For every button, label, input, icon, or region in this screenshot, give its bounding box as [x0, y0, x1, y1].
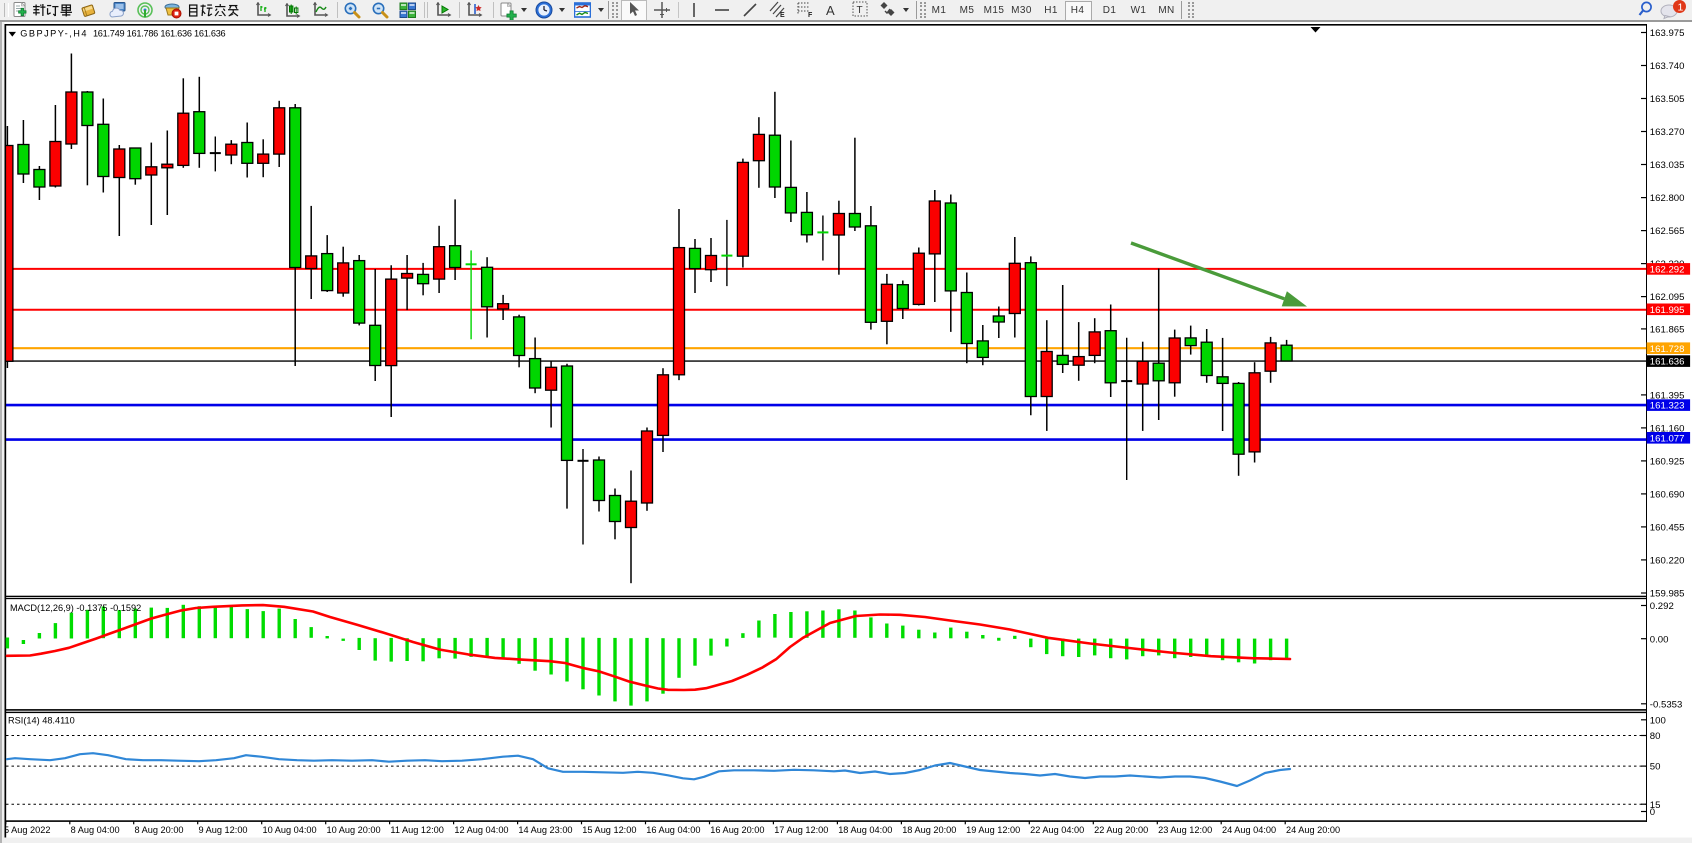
svg-text:22 Aug 20:00: 22 Aug 20:00	[1094, 825, 1148, 835]
svg-text:8 Aug 04:00: 8 Aug 04:00	[71, 825, 120, 835]
svg-text:160.690: 160.690	[1650, 490, 1685, 501]
svg-text:18 Aug 04:00: 18 Aug 04:00	[838, 825, 892, 835]
svg-text:23 Aug 12:00: 23 Aug 12:00	[1158, 825, 1212, 835]
svg-text:T: T	[857, 5, 863, 16]
svg-text:14 Aug 23:00: 14 Aug 23:00	[518, 825, 572, 835]
svg-text:11 Aug 12:00: 11 Aug 12:00	[390, 825, 443, 835]
svg-text:162.565: 162.565	[1650, 226, 1685, 237]
svg-text:-0.5353: -0.5353	[1650, 699, 1683, 710]
svg-text:15: 15	[1650, 800, 1661, 811]
svg-text:24 Aug 04:00: 24 Aug 04:00	[1222, 825, 1276, 835]
svg-text:8 Aug 20:00: 8 Aug 20:00	[135, 825, 184, 835]
svg-text:16 Aug 20:00: 16 Aug 20:00	[710, 825, 764, 835]
svg-text:0: 0	[1650, 807, 1655, 818]
svg-text:1: 1	[1678, 2, 1684, 14]
svg-text:12 Aug 04:00: 12 Aug 04:00	[454, 825, 508, 835]
svg-text:24 Aug 20:00: 24 Aug 20:00	[1286, 825, 1340, 835]
svg-text:160.455: 160.455	[1650, 523, 1685, 534]
svg-text:162.292: 162.292	[1650, 265, 1685, 276]
svg-text:161.160: 161.160	[1650, 424, 1685, 435]
svg-text:161.077: 161.077	[1650, 433, 1685, 444]
svg-text:161.323: 161.323	[1650, 401, 1685, 412]
svg-text:0.00: 0.00	[1650, 634, 1669, 645]
svg-text:RSI(14) 48.4110: RSI(14) 48.4110	[8, 715, 75, 725]
svg-text:15 Aug 12:00: 15 Aug 12:00	[582, 825, 636, 835]
svg-text:159.985: 159.985	[1650, 589, 1685, 600]
svg-text:10 Aug 20:00: 10 Aug 20:00	[327, 825, 381, 835]
svg-text:5 Aug 2022: 5 Aug 2022	[4, 825, 51, 835]
svg-text:163.740: 163.740	[1650, 61, 1685, 72]
svg-text:162.095: 162.095	[1650, 292, 1685, 303]
svg-text:163.035: 163.035	[1650, 160, 1685, 171]
svg-text:16 Aug 04:00: 16 Aug 04:00	[646, 825, 700, 835]
svg-text:163.975: 163.975	[1650, 28, 1685, 39]
svg-text:100: 100	[1650, 715, 1666, 726]
svg-text:9 Aug 12:00: 9 Aug 12:00	[199, 825, 248, 835]
svg-text:162.800: 162.800	[1650, 193, 1685, 204]
svg-text:80: 80	[1650, 731, 1661, 742]
svg-text:160.220: 160.220	[1650, 556, 1685, 567]
svg-text:50: 50	[1650, 762, 1661, 773]
svg-text:0.292: 0.292	[1650, 601, 1674, 612]
svg-text:163.270: 163.270	[1650, 127, 1685, 138]
svg-text:17 Aug 12:00: 17 Aug 12:00	[774, 825, 828, 835]
svg-text:160.925: 160.925	[1650, 457, 1685, 468]
svg-text:161.636: 161.636	[1650, 357, 1685, 368]
svg-text:18 Aug 20:00: 18 Aug 20:00	[902, 825, 956, 835]
svg-text:MACD(12,26,9) -0.1375 -0.1592: MACD(12,26,9) -0.1375 -0.1592	[10, 603, 141, 613]
svg-text:22 Aug 04:00: 22 Aug 04:00	[1030, 825, 1084, 835]
svg-text:F: F	[808, 12, 813, 18]
svg-text:E: E	[780, 12, 785, 18]
svg-text:161.395: 161.395	[1650, 391, 1685, 402]
svg-text:19 Aug 12:00: 19 Aug 12:00	[966, 825, 1020, 835]
svg-text:161.995: 161.995	[1650, 305, 1685, 316]
svg-text:161.728: 161.728	[1650, 344, 1685, 355]
svg-text:161.865: 161.865	[1650, 325, 1685, 336]
svg-text:163.505: 163.505	[1650, 94, 1685, 105]
svg-text:10 Aug 04:00: 10 Aug 04:00	[263, 825, 317, 835]
